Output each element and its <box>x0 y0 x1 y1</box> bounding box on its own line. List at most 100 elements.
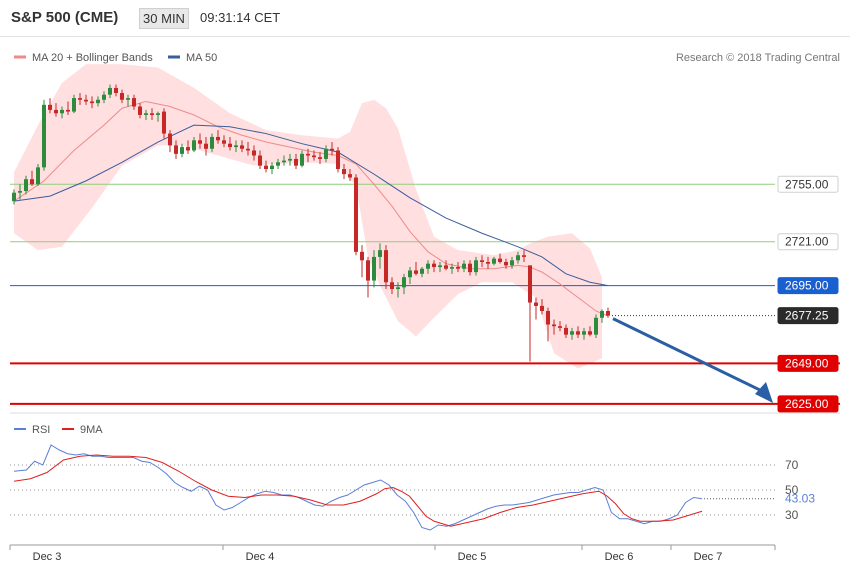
bollinger-band <box>14 64 602 369</box>
level-label-2755.00: 2755.00 <box>785 177 829 191</box>
candle-body <box>564 327 568 335</box>
candle-body <box>444 265 448 269</box>
candle-body <box>66 109 70 112</box>
candle-body <box>288 158 292 161</box>
time-tick-label: Dec 6 <box>605 551 634 563</box>
candle-body <box>216 136 220 141</box>
level-tag-2649.00 <box>777 354 839 372</box>
candle-body <box>162 111 166 134</box>
candle-body <box>534 302 538 306</box>
price-panel: MA 20 + Bollinger Bands MA 50 Research © 2… <box>10 52 840 414</box>
level-tag-2625.00 <box>777 395 839 413</box>
candle-body <box>102 94 106 100</box>
candle-body <box>480 260 484 262</box>
candle-body <box>282 160 286 163</box>
candle-body <box>390 282 394 290</box>
candle-body <box>246 148 250 151</box>
level-tag-2721.00 <box>777 233 839 251</box>
candle-body <box>18 191 22 193</box>
candle-body <box>348 174 352 178</box>
candle-body <box>522 255 526 257</box>
candle-body <box>426 263 430 269</box>
rsi-last-value: 43.03 <box>785 492 815 506</box>
time-tick-label: Dec 7 <box>694 551 723 563</box>
candle-body <box>192 140 196 151</box>
rsi-tick-70: 70 <box>785 458 799 472</box>
candle-body <box>186 147 190 151</box>
chart-area[interactable]: MA 20 + Bollinger Bands MA 50 Research © 2… <box>0 37 850 576</box>
legend-label-0: MA 20 + Bollinger Bands <box>32 52 153 64</box>
candle-body <box>552 324 556 327</box>
rsi-legend-label-1: 9MA <box>80 424 103 436</box>
candle-body <box>150 113 154 115</box>
candle-body <box>240 145 244 149</box>
level-label-2695.00: 2695.00 <box>785 279 829 293</box>
time-tick-label: Dec 5 <box>458 551 487 563</box>
candle-body <box>594 317 598 335</box>
candle-body <box>516 255 520 261</box>
candle-body <box>84 99 88 102</box>
candle-body <box>432 263 436 268</box>
candle-body <box>276 162 280 166</box>
candle-body <box>144 113 148 115</box>
candle-body <box>210 136 214 149</box>
ma20-line <box>13 100 609 317</box>
candle-body <box>306 153 310 156</box>
candle-body <box>264 165 268 170</box>
candle-body <box>258 155 262 166</box>
level-label-2625.00: 2625.00 <box>785 397 829 411</box>
candle-body <box>156 113 160 115</box>
time-axis: Dec 3 Dec 4 Dec 5 Dec 6 Dec 7 <box>9 544 776 563</box>
candle-body <box>570 331 574 335</box>
candle-body <box>48 104 52 110</box>
candle-body <box>510 260 514 266</box>
candle-body <box>222 140 226 144</box>
candle-body <box>42 104 46 168</box>
candle-body <box>60 109 64 114</box>
level-tag-2677.25 <box>777 307 839 325</box>
interval-selector[interactable]: 30 MIN <box>139 8 189 29</box>
candle-body <box>174 145 178 154</box>
candle-body <box>54 109 58 114</box>
candle-body <box>114 87 118 94</box>
level-label-2677.25: 2677.25 <box>785 309 829 323</box>
rsi-series-9MA <box>13 454 703 527</box>
candle-body <box>336 150 340 170</box>
legend-label-1: MA 50 <box>186 52 217 64</box>
candle-body <box>456 267 460 269</box>
candle-body <box>408 270 412 278</box>
candle-body <box>234 145 238 148</box>
time-tick-label: Dec 3 <box>33 551 62 563</box>
candle-body <box>12 192 16 202</box>
candle-body <box>252 150 256 156</box>
instrument-title: S&P 500 (CME) <box>11 9 119 26</box>
candle-body <box>180 147 184 154</box>
candle-body <box>78 98 82 100</box>
chart-header: S&P 500 (CME) 30 MIN 09:31:14 CET <box>0 0 850 37</box>
candle-body <box>486 261 490 264</box>
level-tag-2755.00 <box>777 175 839 193</box>
candle-body <box>120 93 124 100</box>
candle-body <box>270 165 274 170</box>
candle-body <box>402 277 406 288</box>
candle-body <box>366 260 370 281</box>
candle-body <box>468 263 472 273</box>
candle-body <box>558 326 562 328</box>
candle-body <box>414 270 418 274</box>
candle-body <box>498 258 502 262</box>
rsi-series-RSI <box>13 444 703 531</box>
level-label-2721.00: 2721.00 <box>785 235 829 249</box>
candle-body <box>204 143 208 149</box>
timestamp: 09:31:14 CET <box>200 10 281 25</box>
candle-body <box>312 155 316 158</box>
candle-body <box>504 261 508 266</box>
copyright-text: Research © 2018 Trading Central <box>676 52 840 64</box>
candle-body <box>318 157 322 159</box>
candle-body <box>492 258 496 264</box>
candle-body <box>126 98 130 100</box>
candle-body <box>96 99 100 104</box>
candle-body <box>342 169 346 175</box>
candle-body <box>450 267 454 269</box>
candle-body <box>354 177 358 252</box>
candle-body <box>576 331 580 335</box>
